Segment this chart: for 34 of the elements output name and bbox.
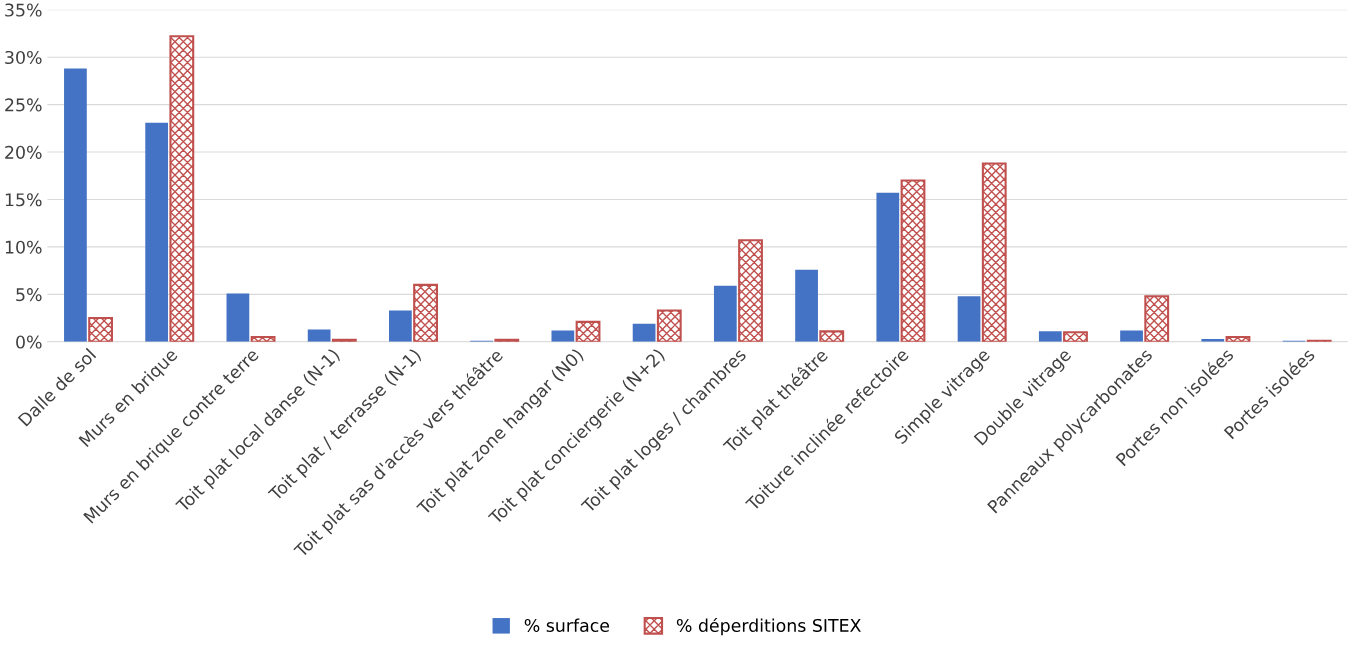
bar bbox=[307, 329, 331, 342]
bar bbox=[738, 239, 763, 342]
bar bbox=[656, 309, 682, 342]
bar bbox=[1144, 295, 1170, 342]
y-tick-label: 0% bbox=[16, 335, 42, 349]
y-tick-label: 30% bbox=[5, 50, 42, 65]
bar bbox=[88, 317, 114, 342]
bar bbox=[575, 320, 601, 342]
legend-label: % déperditions SITEX bbox=[676, 617, 861, 636]
bar bbox=[145, 122, 169, 342]
bar bbox=[64, 68, 87, 342]
bar bbox=[819, 330, 845, 342]
bar bbox=[551, 330, 575, 342]
bar bbox=[957, 296, 981, 342]
bar bbox=[1063, 331, 1088, 342]
bar bbox=[632, 323, 656, 342]
bar bbox=[713, 285, 737, 342]
bar bbox=[876, 192, 900, 342]
y-tick-label: 15% bbox=[5, 193, 42, 207]
bar bbox=[900, 179, 926, 342]
y-tick-label: 20% bbox=[5, 145, 42, 159]
y-tick-label: 5% bbox=[16, 288, 42, 302]
bar bbox=[981, 162, 1007, 342]
y-tick-label: 35% bbox=[5, 3, 42, 17]
legend-label: % surface bbox=[524, 618, 610, 633]
bar bbox=[1120, 330, 1143, 342]
bar bbox=[389, 310, 412, 342]
y-tick-label: 10% bbox=[5, 240, 42, 254]
bar bbox=[413, 283, 438, 342]
y-tick-label: 25% bbox=[5, 98, 42, 112]
bar bbox=[169, 35, 195, 342]
bar bbox=[1038, 331, 1062, 342]
bar bbox=[795, 269, 818, 342]
bar bbox=[226, 293, 250, 342]
